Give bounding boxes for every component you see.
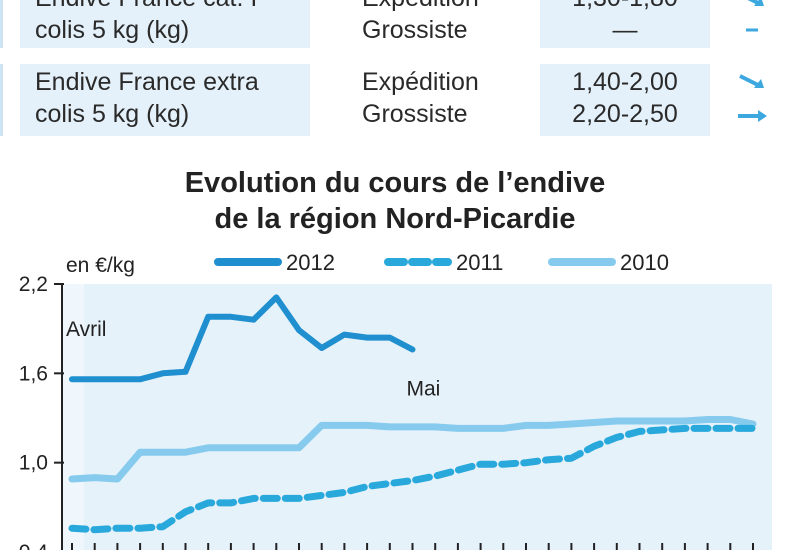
plot-background (62, 284, 772, 550)
chart-title-line1: Evolution du cours de l’endive (184, 167, 606, 199)
y-tick-label: 2,2 (19, 273, 48, 296)
product-line: colis 5 kg (kg) (35, 100, 190, 128)
product-cell: Endive France cat. I colis 5 kg (kg) (20, 0, 310, 48)
chart-area: Evolution du cours de l’endive de la rég… (0, 150, 800, 550)
series-line-2010 (68, 416, 757, 483)
price-line: 1,30-1,80 (540, 0, 710, 14)
y-tick-label: 1,6 (19, 362, 48, 385)
product-cell: Endive France extra colis 5 kg (kg) (20, 64, 310, 136)
market-line: Expédition (362, 0, 479, 14)
plot-background-edge (62, 284, 84, 550)
market-line: Grossiste (362, 100, 468, 128)
chart-annotation: Mai (407, 378, 441, 401)
down-icon (739, 74, 764, 88)
y-axis-unit: en €/kg (66, 254, 135, 277)
chart-annotation: Avril (66, 318, 106, 341)
down-icon (747, 0, 764, 6)
legend-label-2011: 2011 (456, 250, 503, 275)
product-line: colis 5 kg (kg) (35, 16, 190, 44)
series-line-2012 (69, 294, 416, 383)
market-cell: Expédition Grossiste (310, 0, 540, 48)
price-line: — (612, 16, 638, 44)
legend-label-2010: 2010 (620, 250, 669, 275)
price-cell: 1,40-2,00 2,20-2,50 (540, 64, 710, 136)
series-line-2011 (68, 424, 757, 534)
legend-label-2012: 2012 (286, 250, 335, 275)
trend-cell (710, 64, 800, 136)
price-row-extra: Endive France extra colis 5 kg (kg) Expé… (0, 64, 800, 136)
right-icon (738, 110, 767, 122)
dash-icon (746, 28, 758, 32)
market-line: Expédition (362, 68, 479, 96)
chart-title-line2: de la région Nord-Picardie (214, 203, 576, 235)
row-left-rule (0, 64, 3, 136)
row-left-rule (0, 0, 3, 48)
product-line: Endive France cat. I (35, 0, 257, 14)
product-line: Endive France extra (35, 68, 259, 96)
price-line: 1,40-2,00 (572, 68, 678, 96)
y-tick-label: 1,0 (19, 452, 48, 475)
price-cell: 1,30-1,80 — (540, 0, 710, 48)
price-row-cat1: Endive France cat. I colis 5 kg (kg) Exp… (0, 0, 800, 48)
y-tick-label: 0,4 (19, 541, 49, 550)
line-chart: 0,4 1,0 1,6 2,2 en €/kg 2012 2011 2010 Avril M… (19, 250, 772, 550)
market-cell: Expédition Grossiste (310, 64, 540, 136)
trend-cell (710, 0, 800, 48)
price-line: 2,20-2,50 (572, 100, 678, 128)
price-table: Endive France cat. I colis 5 kg (kg) Exp… (0, 0, 800, 150)
market-line: Grossiste (362, 16, 468, 44)
